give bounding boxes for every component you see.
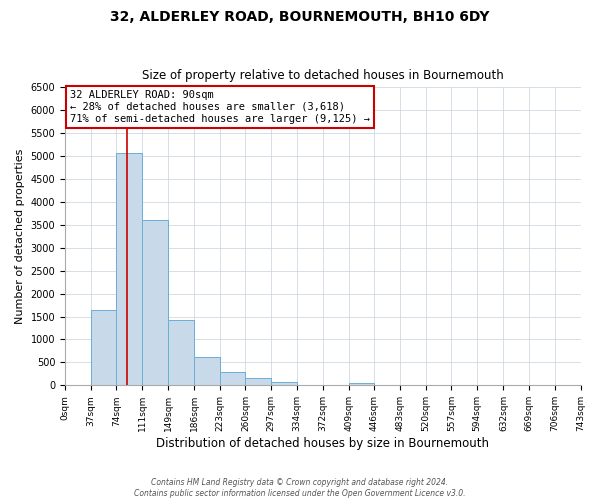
Bar — [245, 378, 271, 386]
Bar — [142, 220, 169, 386]
X-axis label: Distribution of detached houses by size in Bournemouth: Distribution of detached houses by size … — [156, 437, 489, 450]
Bar — [169, 320, 194, 386]
Bar — [349, 383, 374, 386]
Title: Size of property relative to detached houses in Bournemouth: Size of property relative to detached ho… — [142, 69, 503, 82]
Text: Contains HM Land Registry data © Crown copyright and database right 2024.
Contai: Contains HM Land Registry data © Crown c… — [134, 478, 466, 498]
Bar — [220, 372, 245, 386]
Bar — [116, 152, 142, 386]
Text: 32 ALDERLEY ROAD: 90sqm
← 28% of detached houses are smaller (3,618)
71% of semi: 32 ALDERLEY ROAD: 90sqm ← 28% of detache… — [70, 90, 370, 124]
Bar — [91, 310, 116, 386]
Bar — [271, 382, 297, 386]
Text: 32, ALDERLEY ROAD, BOURNEMOUTH, BH10 6DY: 32, ALDERLEY ROAD, BOURNEMOUTH, BH10 6DY — [110, 10, 490, 24]
Bar — [194, 358, 220, 386]
Y-axis label: Number of detached properties: Number of detached properties — [15, 148, 25, 324]
